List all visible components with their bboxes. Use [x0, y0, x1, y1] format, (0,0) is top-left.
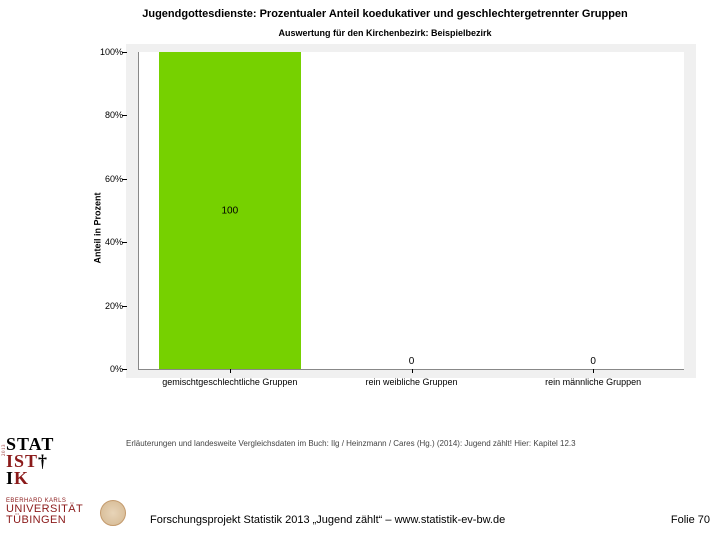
plot-background: 0%20%40%60%80%100%100gemischtgeschlechtl…	[126, 44, 696, 378]
y-tick-mark	[122, 369, 127, 370]
footer-text: Forschungsprojekt Statistik 2013 „Jugend…	[150, 514, 505, 526]
y-tick-label: 80%	[105, 110, 123, 120]
x-category-label: rein weibliche Gruppen	[325, 377, 498, 388]
x-tick-mark	[593, 369, 594, 373]
y-axis-label: Anteil in Prozent	[93, 192, 103, 263]
y-tick-label: 20%	[105, 301, 123, 311]
slide-footer: Forschungsprojekt Statistik 2013 „Jugend…	[0, 510, 720, 540]
y-tick-mark	[122, 306, 127, 307]
chart-footnote: Erläuterungen und landesweite Vergleichs…	[126, 439, 696, 448]
x-tick-mark	[412, 369, 413, 373]
bar-value-label: 100	[159, 205, 301, 216]
logo-year: 2013	[2, 444, 7, 456]
bar-value-label: 0	[392, 356, 432, 367]
y-tick-mark	[122, 115, 127, 116]
plot-area: 0%20%40%60%80%100%100gemischtgeschlechtl…	[138, 52, 684, 370]
bar-value-label: 0	[573, 356, 613, 367]
y-tick-label: 40%	[105, 237, 123, 247]
y-tick-mark	[122, 179, 127, 180]
y-tick-mark	[122, 52, 127, 53]
bar: 100	[159, 52, 301, 369]
y-tick-label: 100%	[100, 47, 123, 57]
x-tick-mark	[230, 369, 231, 373]
y-tick-mark	[122, 242, 127, 243]
x-category-label: gemischtgeschlechtliche Gruppen	[144, 377, 317, 388]
chart-subtitle: Auswertung für den Kirchenbezirk: Beispi…	[70, 28, 700, 38]
x-category-label: rein männliche Gruppen	[507, 377, 680, 388]
chart-title: Jugendgottesdienste: Prozentualer Anteil…	[70, 8, 700, 20]
chart: Jugendgottesdienste: Prozentualer Anteil…	[70, 8, 700, 448]
slide-number: Folie 70	[671, 514, 710, 526]
slide: Jugendgottesdienste: Prozentualer Anteil…	[0, 0, 720, 540]
y-tick-label: 60%	[105, 174, 123, 184]
statistik-logo: 2013 STAT IST† IK	[6, 434, 66, 489]
